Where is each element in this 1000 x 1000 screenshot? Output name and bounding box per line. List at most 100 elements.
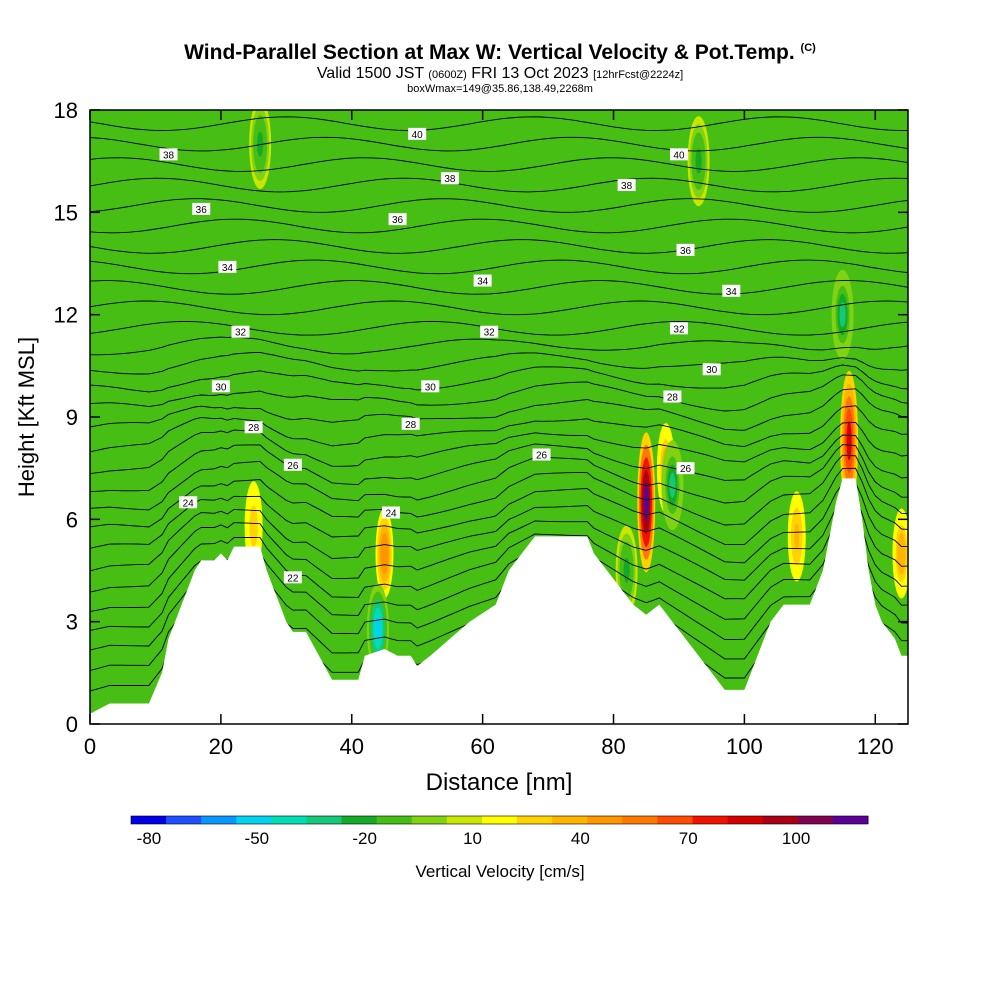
theta-contour-line [90,374,908,412]
contour-label-box [159,148,178,161]
contour-label: 28 [248,423,260,434]
contour-label: 38 [444,174,456,185]
y-tick-label: 15 [54,200,78,225]
theta-contour-line [90,364,908,393]
theta-contour-line [90,405,908,453]
colorbar-swatch [166,816,202,824]
theta-contour-line [90,336,908,356]
colorbar-tick-label: -20 [352,829,377,848]
velocity-cell [381,540,388,567]
contour-label: 34 [477,277,489,288]
velocity-cell [257,131,264,157]
forecast-info: [12hrFcst@2224z] [593,69,684,81]
valid-utc: (0600Z) [428,69,467,81]
contour-label: 32 [235,328,247,339]
colorbar-tick-label: 70 [679,829,698,848]
y-tick-label: 18 [54,98,78,123]
theta-contour-line [90,300,908,316]
contour-label-box [388,213,407,226]
theta-contour-line [90,482,908,572]
theta-contour-line [90,198,908,213]
velocity-cell [669,472,676,498]
contour-label-box [702,363,721,376]
contour-label: 32 [484,328,496,339]
theta-contour-line [90,421,908,475]
theta-contour-line [90,157,908,172]
contour-label: 38 [163,150,175,161]
contour-label: 36 [196,205,208,216]
colorbar-swatch [797,816,834,824]
contour-label: 36 [680,246,692,257]
colorbar-swatch [236,816,272,824]
theta-contour-line [90,434,908,493]
contour-label: 28 [667,393,679,404]
colorbar-swatch [341,816,378,824]
x-tick-label: 20 [209,734,233,759]
valid-date: FRI 13 Oct 2023 [471,65,589,82]
theta-contour-line [90,136,908,152]
velocity-cell [251,513,257,539]
contour-label-box [192,202,211,215]
contour-label-box [532,448,551,461]
contour-label: 24 [385,509,397,520]
theta-contour-line [90,280,908,295]
terrain-mask [90,478,908,724]
theta-contour-line [90,116,908,131]
theta-contour-line [90,454,908,528]
x-axis: 0 20 40 60 80 100 120 [84,110,894,759]
contour-label-box [617,179,636,192]
contour-label: 22 [287,573,299,584]
colorbar-frame [130,815,869,825]
contour-label-box [401,417,420,430]
velocity-cell [794,523,800,549]
colorbar-swatch [832,816,869,824]
x-tick-label: 100 [726,734,763,759]
contour-label-box [440,172,459,185]
y-tick-label: 9 [66,405,78,430]
contour-label-box [473,274,492,287]
colorbar-tick-label: 10 [463,829,482,848]
y-tick-label: 3 [66,610,78,635]
contour-label-box [179,496,198,509]
contour-label: 40 [673,150,685,161]
theta-contour-line [90,239,908,254]
box-info: boxWmax=149@35.86,138.49,2268m [407,83,593,95]
valid-prefix: Valid 1500 JST [316,65,424,82]
contour-label: 40 [412,130,424,141]
contour-label: 24 [183,498,195,509]
colorbar: -80 -50 -20 10 40 70 100 [130,815,869,848]
contour-label: 26 [287,461,299,472]
contour-label-box [676,462,695,475]
contour-label-box [382,506,401,519]
colorbar-swatch [411,816,448,824]
velocity-cell [374,615,382,642]
velocity-cell [839,302,846,328]
colorbar-swatch [271,816,307,824]
velocity-cell [695,148,702,174]
colorbar-swatch [727,816,764,824]
colorbar-tick-label: -50 [245,829,270,848]
contour-label-box [421,380,440,393]
contour-label: 26 [680,464,692,475]
x-tick-label: 80 [601,734,625,759]
contour-label-box [244,421,263,434]
contour-label: 38 [621,181,633,192]
chart-title-text: Wind-Parallel Section at Max W: Vertical… [184,41,795,64]
chart-title: Wind-Parallel Section at Max W: Vertical… [0,36,1000,65]
contour-label: 32 [673,324,685,335]
contour-label: 34 [222,263,234,274]
colorbar-label: Vertical Velocity [cm/s] [415,862,585,881]
theta-contour-line [90,388,908,431]
contour-label: 30 [425,382,437,393]
contour-label-box [480,325,499,338]
contour-label-box [676,243,695,256]
contour-label-box [722,284,741,297]
colorbar-tick-label: -80 [137,829,162,848]
contour-label: 34 [726,287,738,298]
colorbar-swatch [201,816,237,824]
colorbar-swatch [517,816,553,824]
colorbar-swatch [622,816,658,824]
colorbar-swatch [306,816,343,824]
colorbar-swatch [131,816,167,824]
